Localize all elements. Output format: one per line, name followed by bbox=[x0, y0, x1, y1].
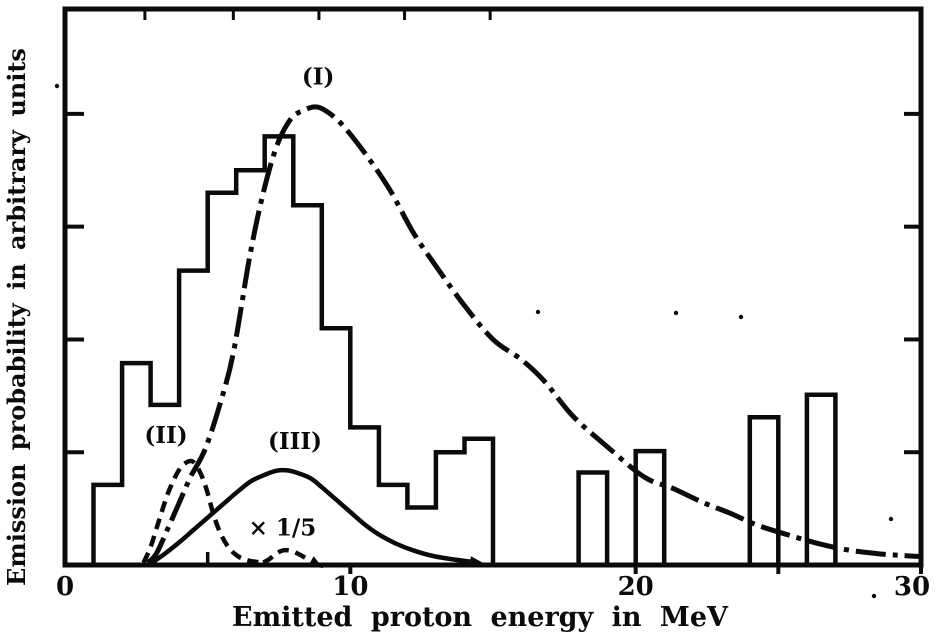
histogram-outline bbox=[804, 392, 838, 565]
scan-speck bbox=[871, 593, 877, 599]
x-tick-label-10: 10 bbox=[332, 572, 368, 602]
curve-label-× 1/5: × 1/5 bbox=[249, 515, 317, 542]
curve-III-arrowhead bbox=[469, 556, 485, 568]
scan-speck bbox=[535, 309, 541, 315]
histogram-outline bbox=[747, 415, 781, 565]
x-tick-label-0: 0 bbox=[56, 572, 74, 602]
histogram-outline bbox=[633, 448, 667, 565]
curve-II-line bbox=[141, 458, 264, 565]
histogram-outline bbox=[576, 470, 610, 565]
scan-speck bbox=[888, 516, 894, 522]
curve-I-line bbox=[145, 104, 922, 565]
chart-generated-layer: 0 10 20 30 (I) (II) (III) × 1/5 bbox=[54, 6, 930, 602]
curve-II-tail-scaled-line bbox=[262, 547, 313, 565]
scan-speck bbox=[673, 310, 679, 316]
histogram-outline bbox=[91, 134, 496, 565]
curve-III-line bbox=[150, 467, 471, 565]
x-axis-label: Emitted proton energy in MeV bbox=[232, 602, 729, 633]
x-tick-label-20: 20 bbox=[618, 572, 654, 602]
curve-label-(II): (II) bbox=[144, 422, 187, 449]
curve-label-(I): (I) bbox=[302, 64, 335, 91]
scan-speck bbox=[738, 314, 744, 320]
curve-label-(III): (III) bbox=[268, 428, 322, 455]
x-tick-label-30: 30 bbox=[894, 572, 930, 602]
y-axis-label: Emission probability in arbitrary units bbox=[2, 48, 31, 586]
curve-II-tail-scaled-arrowhead bbox=[308, 556, 324, 569]
scan-speck bbox=[54, 83, 60, 89]
